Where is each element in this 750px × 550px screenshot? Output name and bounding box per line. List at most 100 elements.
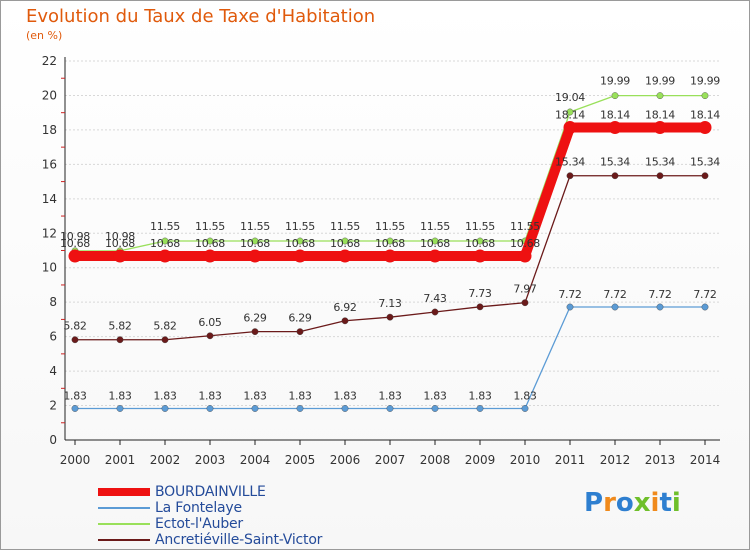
data-label: 19.99 [690,75,720,88]
data-point [113,249,127,263]
data-point [476,303,484,311]
y-tick-label: 10 [42,261,57,275]
data-point [203,249,217,263]
data-point [431,237,439,245]
data-label: 5.82 [108,320,131,333]
data-label: 1.83 [513,389,537,402]
data-point [251,405,259,412]
data-point [656,92,664,100]
data-label: 10.68 [105,237,135,250]
data-label: 7.43 [423,292,447,305]
x-tick-label: 2007 [375,453,406,467]
y-tick-label: 4 [49,364,57,378]
data-label: 10.68 [420,237,450,250]
data-label: 15.34 [555,156,585,169]
data-point [521,405,529,412]
data-label: 10.98 [105,230,135,243]
data-label: 7.73 [468,287,492,300]
x-tick-label: 2004 [240,453,271,467]
data-label: 11.55 [330,220,360,233]
y-axis-unit: (en %) [26,29,63,42]
legend-swatch [98,488,150,496]
data-label: 10.68 [60,237,90,250]
data-label: 10.68 [150,237,180,250]
legend-label: BOURDAINVILLE [155,484,266,500]
data-point [656,303,664,311]
data-point [701,92,709,100]
data-point [116,336,124,344]
data-point [428,249,442,263]
data-label: 18.14 [600,108,630,121]
data-point [611,92,619,100]
data-label: 10.68 [240,237,270,250]
data-point [431,308,439,316]
y-tick-label: 20 [42,88,57,102]
data-point [566,172,574,180]
data-label: 7.72 [603,288,626,301]
series-ancreti-ville-saint-victor [71,172,709,344]
data-point [476,237,484,245]
data-label: 18.14 [690,108,720,121]
legend: BOURDAINVILLE La Fontelaye Ectot-l'Auber An… [98,484,398,548]
data-point [701,303,709,311]
data-point [698,120,712,134]
data-label: 1.83 [243,389,267,402]
legend-item: BOURDAINVILLE [98,484,398,500]
data-point [116,405,124,412]
x-tick-label: 2012 [600,453,631,467]
data-point [161,237,169,245]
data-label: 6.92 [333,301,356,314]
data-label: 1.83 [423,389,447,402]
y-tick-label: 18 [42,123,57,137]
data-label: 1.83 [198,389,222,402]
data-point [386,405,394,412]
x-tick-label: 2002 [150,453,181,467]
data-label: 15.34 [690,156,720,169]
data-point [386,237,394,245]
data-label: 1.83 [378,389,402,402]
data-label: 7.97 [513,283,537,296]
logo-letter: P [584,488,604,518]
data-point [563,120,577,134]
data-point [383,249,397,263]
data-label: 11.55 [195,220,225,233]
data-point [206,405,214,412]
y-tick-label: 6 [49,330,57,344]
data-point [476,405,484,412]
data-label: 10.68 [465,237,495,250]
data-point [341,405,349,412]
legend-label: La Fontelaye [155,500,242,516]
logo-letter: i [671,488,681,518]
x-tick-label: 2008 [420,453,451,467]
data-label: 7.72 [648,288,671,301]
logo-letter: o [615,488,634,518]
y-tick-label: 2 [49,399,57,413]
data-point [296,328,304,336]
x-tick-label: 2000 [60,453,91,467]
chart-title: Evolution du Taux de Taxe d'Habitation [26,6,376,27]
data-label: 15.34 [600,156,630,169]
data-point [251,237,259,245]
data-label: 19.99 [645,75,675,88]
data-label: 6.05 [198,316,222,329]
data-point [386,313,394,321]
data-point [611,172,619,180]
y-tick-label: 12 [42,226,57,240]
x-tick-label: 2006 [330,453,361,467]
data-label: 7.72 [558,288,581,301]
data-label: 11.55 [420,220,450,233]
x-tick-label: 2013 [645,453,676,467]
data-label: 10.68 [330,237,360,250]
data-point [701,172,709,180]
data-label: 1.83 [63,389,87,402]
data-label: 5.82 [153,320,176,333]
data-label: 1.83 [288,389,312,402]
x-tick-label: 2014 [690,453,721,467]
data-point [518,249,532,263]
data-label: 6.29 [288,312,312,325]
legend-label: Ancretiéville-Saint-Victor [155,532,323,548]
data-label: 11.55 [375,220,405,233]
legend-swatch [98,507,150,509]
data-label: 19.99 [600,75,630,88]
